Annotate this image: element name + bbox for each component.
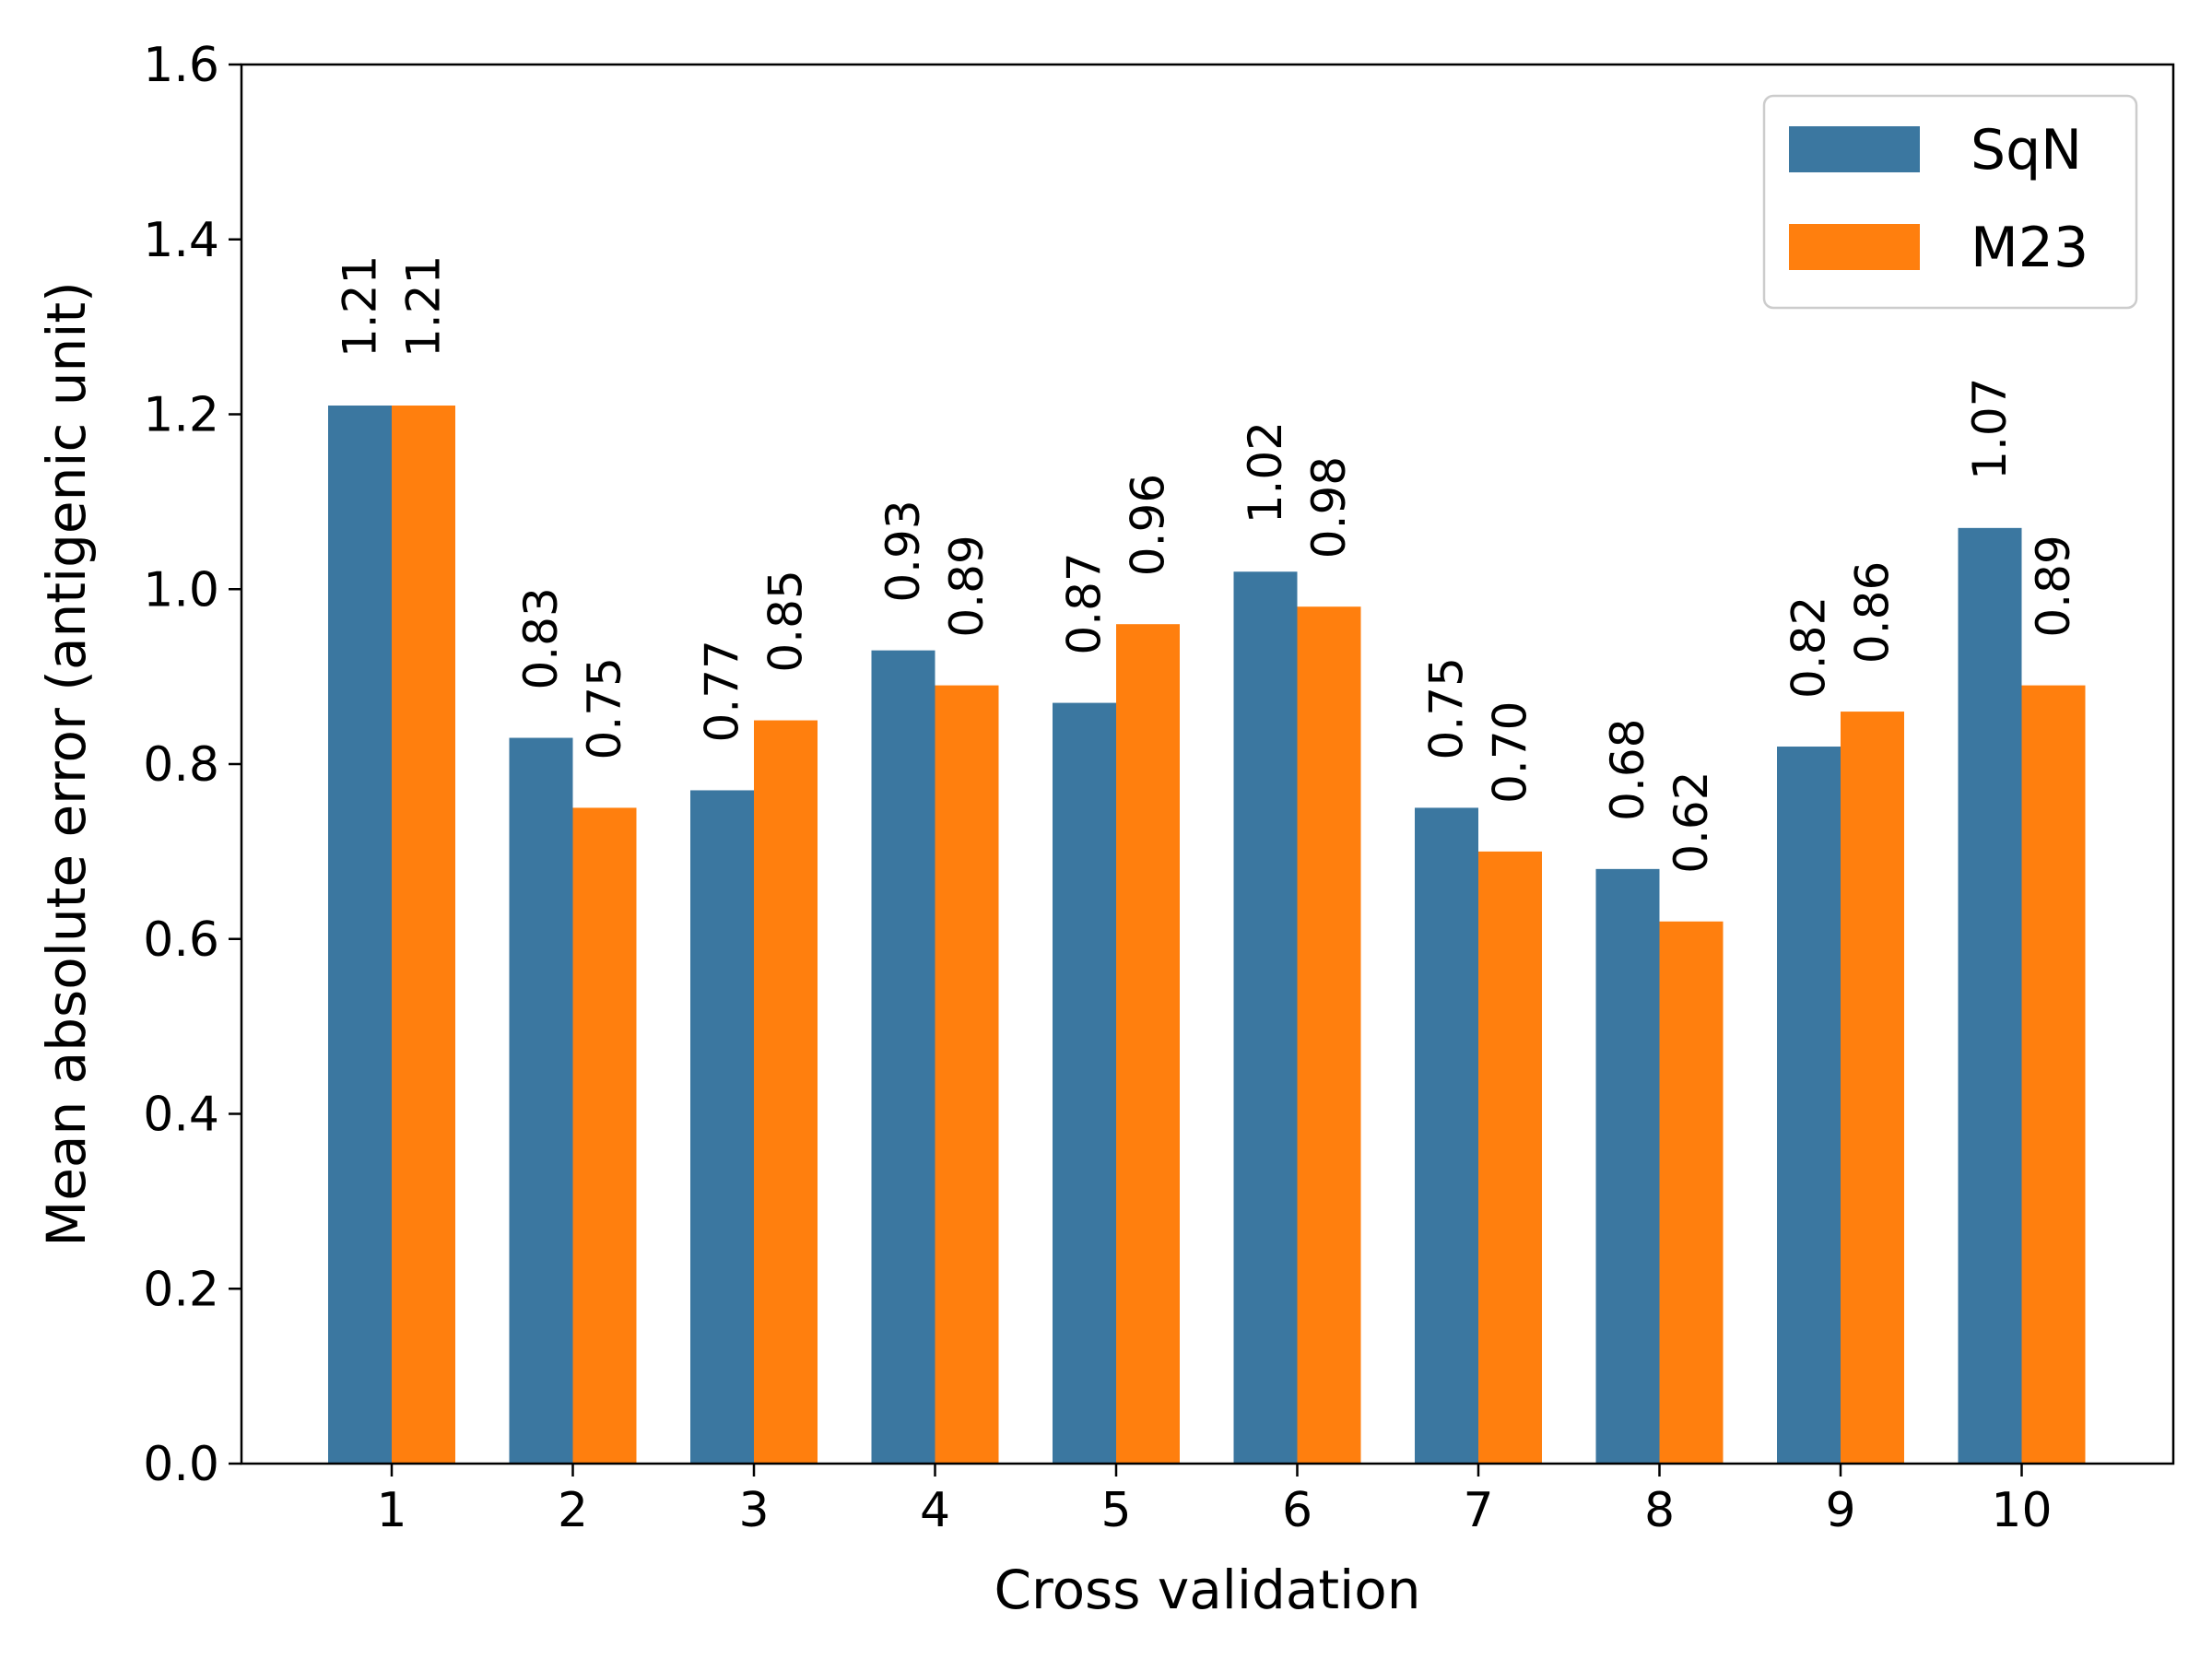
x-tick-label: 8 [1644, 1483, 1675, 1538]
bar-sqn-9 [1777, 747, 1841, 1464]
y-tick-label: 1.6 [143, 38, 219, 93]
bar-label-sqn-2: 0.83 [514, 587, 568, 689]
bar-sqn-7 [1415, 807, 1478, 1464]
bar-sqn-5 [1053, 702, 1116, 1464]
bar-label-sqn-3: 0.77 [696, 640, 749, 742]
bar-m23-9 [1841, 712, 1904, 1464]
y-tick-label: 1.4 [143, 213, 219, 268]
bar-m23-3 [754, 720, 818, 1464]
bar-label-m23-4: 0.89 [940, 535, 994, 637]
bar-sqn-2 [509, 737, 573, 1464]
bar-label-sqn-5: 0.87 [1058, 552, 1112, 654]
bar-m23-1 [392, 406, 455, 1465]
x-axis-label: Cross validation [994, 1559, 1421, 1621]
legend-label-m23: M23 [1971, 216, 2088, 280]
legend-label-sqn: SqN [1971, 118, 2082, 182]
y-tick-label: 0.0 [143, 1437, 219, 1492]
y-tick-label: 0.8 [143, 737, 219, 793]
bar-label-m23-9: 0.86 [1846, 561, 1900, 664]
x-tick-label: 7 [1463, 1483, 1493, 1538]
bars-group [328, 406, 2086, 1465]
bar-m23-7 [1478, 851, 1542, 1464]
bar-m23-6 [1297, 606, 1361, 1464]
bar-label-sqn-8: 0.68 [1601, 719, 1654, 821]
y-tick-label: 0.6 [143, 912, 219, 968]
legend-swatch-m23 [1789, 224, 1920, 270]
bar-sqn-1 [328, 406, 392, 1465]
bar-label-m23-1: 1.21 [397, 255, 451, 358]
bar-label-sqn-4: 0.93 [877, 500, 930, 602]
bar-label-sqn-10: 1.07 [1963, 378, 2017, 480]
bar-label-sqn-7: 0.75 [1420, 657, 1474, 759]
x-tick-label: 6 [1282, 1483, 1312, 1538]
x-tick-label: 1 [376, 1483, 406, 1538]
bar-sqn-8 [1595, 868, 1660, 1464]
bar-m23-4 [935, 685, 999, 1464]
bar-labels-group: 1.21 0.83 0.77 0.93 0.87 1.02 0.75 0.68 0.82 1.07… [334, 255, 2081, 874]
y-tick-label: 1.2 [143, 388, 219, 443]
x-tick-label: 10 [1991, 1483, 2052, 1538]
y-tick-label: 0.4 [143, 1088, 219, 1143]
bar-m23-5 [1116, 624, 1180, 1464]
bar-label-m23-7: 0.70 [1484, 701, 1537, 804]
x-tick-label: 9 [1825, 1483, 1855, 1538]
x-axis: 1 2 3 4 5 6 7 8 9 10 [376, 1464, 2053, 1538]
bar-m23-10 [2021, 685, 2086, 1464]
bar-m23-2 [572, 807, 637, 1464]
bar-label-sqn-9: 0.82 [1783, 596, 1836, 699]
bar-sqn-4 [871, 650, 935, 1464]
bar-m23-8 [1659, 921, 1724, 1464]
bar-sqn-10 [1958, 527, 2022, 1464]
x-tick-label: 2 [558, 1483, 588, 1538]
legend-swatch-sqn [1789, 126, 1920, 172]
y-tick-label: 1.0 [143, 562, 219, 618]
bar-label-m23-2: 0.75 [578, 657, 631, 759]
y-tick-label: 0.2 [143, 1262, 219, 1317]
legend: SqN M23 [1762, 94, 2138, 310]
bar-label-m23-5: 0.96 [1122, 474, 1175, 576]
bar-label-sqn-6: 1.02 [1239, 421, 1292, 524]
y-axis: 0.0 0.2 0.4 0.6 0.8 1.0 1.2 1.4 1.6 [143, 38, 241, 1492]
bar-sqn-6 [1233, 571, 1298, 1464]
x-tick-label: 5 [1100, 1483, 1131, 1538]
x-tick-label: 4 [920, 1483, 950, 1538]
x-tick-label: 3 [738, 1483, 769, 1538]
bar-label-sqn-1: 1.21 [334, 255, 387, 358]
y-axis-label: Mean absolute error (antigenic unit) [35, 281, 98, 1247]
bar-label-m23-6: 0.98 [1302, 456, 1356, 559]
bar-label-m23-3: 0.85 [759, 570, 813, 672]
bar-label-m23-10: 0.89 [2027, 535, 2080, 637]
bar-sqn-3 [690, 790, 754, 1464]
bar-label-m23-8: 0.62 [1665, 771, 1718, 873]
